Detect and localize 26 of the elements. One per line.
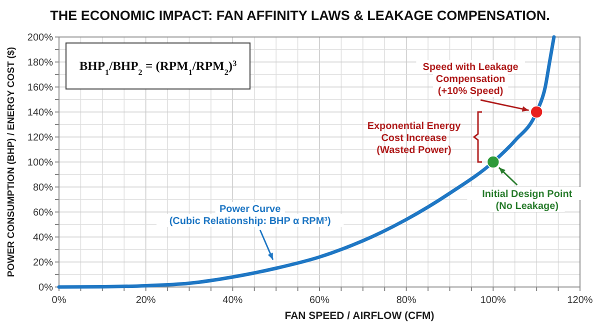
x-tick-label: 100% — [480, 295, 506, 306]
annotation: Initial Design Point (No Leakage) — [482, 189, 573, 212]
chart-title: THE ECONOMIC IMPACT: FAN AFFINITY LAWS & LEAKAGE COMPENSATION. — [50, 8, 550, 23]
annotation: Speed with Leakage Compensation (+10% Speed) — [422, 62, 519, 97]
annotation: Power Curve (Cubic Relationship: BHP α RPM³) — [169, 204, 331, 227]
x-tick-label: 40% — [222, 295, 243, 306]
x-tick-label: 80% — [396, 295, 416, 306]
text: BHP$_{1}$/BHP$_{2}$ = (RPM$_{1}$/RPM$_{2}$)$^{3}$ — [79, 58, 237, 76]
y-tick-label: 180% — [27, 58, 54, 68]
y-tick-label: 60% — [32, 208, 54, 218]
x-tick-label: 60% — [309, 295, 330, 306]
annotation: Exponential Energy Cost Increase (Wasted Power) — [367, 121, 462, 156]
y-tick-label: 100% — [27, 158, 54, 168]
y-tick-label: 40% — [32, 232, 54, 244]
y-axis-title: POWER CONSUMPTION (BHP) / ENERGY COST ($) — [6, 47, 17, 277]
x-tick-label: 0% — [52, 295, 66, 306]
y-tick-label: 120% — [27, 132, 54, 144]
y-tick-label: 20% — [32, 258, 54, 268]
y-tick-label: 200% — [27, 32, 54, 44]
x-axis-title: FAN SPEED / AIRFLOW (CFM) — [284, 310, 434, 322]
y-tick-label: 0% — [38, 282, 54, 294]
y-tick-label: 160% — [27, 82, 54, 94]
y-tick-label: 80% — [32, 182, 54, 194]
y-tick-label: 140% — [27, 108, 54, 118]
x-tick-label: 20% — [136, 295, 156, 306]
x-tick-label: 120% — [567, 295, 593, 306]
